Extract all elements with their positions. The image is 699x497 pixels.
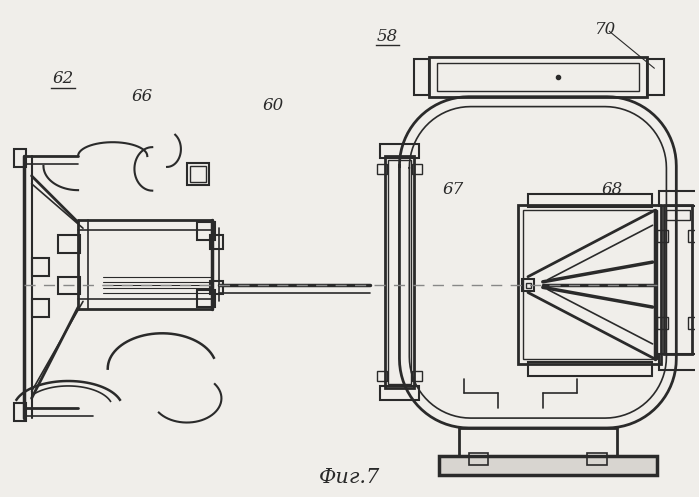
Bar bbox=[459, 428, 617, 458]
Bar bbox=[587, 453, 607, 465]
Bar bbox=[689, 230, 699, 242]
Bar bbox=[689, 317, 699, 329]
Bar bbox=[656, 317, 668, 329]
Bar bbox=[659, 354, 697, 370]
Bar bbox=[190, 166, 206, 182]
Bar bbox=[528, 362, 651, 376]
Bar bbox=[380, 387, 419, 400]
Bar bbox=[187, 163, 208, 185]
Bar bbox=[518, 205, 661, 364]
Bar bbox=[526, 283, 531, 288]
Bar bbox=[384, 156, 415, 389]
Bar bbox=[415, 59, 429, 95]
Bar bbox=[210, 235, 224, 249]
Bar bbox=[429, 57, 647, 97]
Bar bbox=[656, 230, 668, 242]
Bar bbox=[58, 277, 80, 295]
Bar bbox=[387, 160, 411, 385]
Bar bbox=[412, 164, 422, 174]
Bar bbox=[665, 205, 692, 354]
Bar bbox=[659, 191, 697, 206]
Bar bbox=[523, 210, 656, 359]
Bar bbox=[31, 299, 50, 317]
Text: Фиг.7: Фиг.7 bbox=[318, 468, 380, 487]
Bar bbox=[468, 453, 489, 465]
Bar bbox=[412, 371, 422, 381]
Bar bbox=[666, 210, 690, 220]
Bar bbox=[31, 258, 50, 276]
Bar bbox=[439, 456, 656, 476]
Bar bbox=[377, 164, 387, 174]
Text: 62: 62 bbox=[52, 71, 73, 87]
Text: 58: 58 bbox=[377, 28, 398, 45]
Text: 70: 70 bbox=[595, 21, 616, 38]
Bar bbox=[437, 63, 639, 91]
Bar bbox=[196, 290, 215, 307]
Bar bbox=[196, 222, 215, 240]
Text: 66: 66 bbox=[131, 87, 153, 105]
Bar bbox=[528, 194, 651, 207]
Bar bbox=[58, 235, 80, 253]
Text: 68: 68 bbox=[602, 181, 623, 198]
Bar bbox=[522, 279, 534, 291]
Bar bbox=[647, 59, 665, 95]
Bar bbox=[14, 403, 26, 421]
Text: 67: 67 bbox=[442, 181, 464, 198]
Bar bbox=[210, 281, 224, 295]
Bar bbox=[380, 144, 419, 158]
Bar bbox=[14, 149, 26, 167]
Text: 60: 60 bbox=[263, 97, 284, 114]
Bar bbox=[377, 371, 387, 381]
